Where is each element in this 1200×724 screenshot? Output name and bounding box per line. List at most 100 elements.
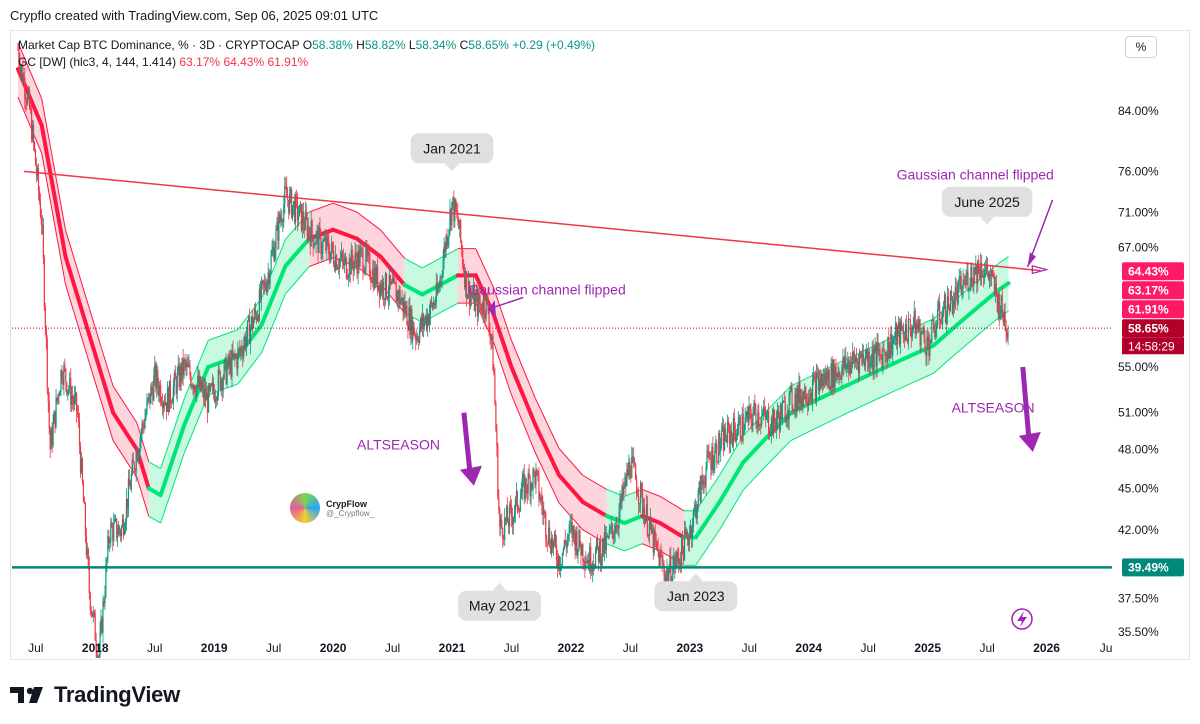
candle-body xyxy=(503,538,505,540)
candle-body xyxy=(226,367,228,384)
candle-body xyxy=(48,401,50,428)
countdown-label: 14:58:29 xyxy=(1128,339,1175,353)
candle-body xyxy=(925,351,927,356)
candle-body xyxy=(390,281,392,285)
candle-body xyxy=(163,402,166,405)
tradingview-footer[interactable]: TradingView xyxy=(10,680,180,710)
candle-body xyxy=(855,358,858,363)
candle-body xyxy=(90,610,92,613)
x-tick-label: Jul xyxy=(28,641,43,655)
candle-body xyxy=(33,142,36,151)
candle-body xyxy=(649,517,651,524)
channel-midline xyxy=(693,500,722,540)
candle-body xyxy=(683,529,686,561)
candle-body xyxy=(410,309,412,335)
candle-body xyxy=(558,556,561,571)
symbol-legend[interactable]: Market Cap BTC Dominance, % · 3D · CRYPT… xyxy=(18,38,595,52)
candle-body xyxy=(392,277,394,284)
candle-body xyxy=(624,476,626,486)
candle-body xyxy=(204,388,206,399)
candle-body xyxy=(698,481,700,490)
candle-body xyxy=(821,374,823,386)
x-tick-label: 2022 xyxy=(558,641,585,655)
candle-body xyxy=(310,220,312,247)
candle-body xyxy=(628,461,630,476)
candle-body xyxy=(23,77,25,83)
channel-midline xyxy=(931,322,960,348)
candle-body xyxy=(929,340,931,357)
candle-body xyxy=(160,384,162,403)
candle-body xyxy=(47,388,49,402)
candle-body xyxy=(322,240,324,251)
candle-body xyxy=(260,281,262,301)
candle-body xyxy=(709,458,711,460)
candle-body xyxy=(275,230,277,250)
candle-body xyxy=(647,535,649,537)
candle-body xyxy=(252,320,255,329)
arrow-head xyxy=(1027,252,1036,267)
candle-body xyxy=(337,267,340,269)
candle-body xyxy=(320,231,322,254)
candle-body xyxy=(146,400,148,414)
candle-body xyxy=(190,375,192,388)
candle-body xyxy=(528,473,530,479)
candle-body xyxy=(165,402,168,412)
indicator-legend[interactable]: GC [DW] (hlc3, 4, 144, 1.414) 63.17% 64.… xyxy=(18,55,308,69)
x-tick-label: 2023 xyxy=(676,641,703,655)
candle-body xyxy=(678,557,680,565)
channel-midline xyxy=(491,312,514,370)
candle-body xyxy=(553,533,556,542)
channel-midline xyxy=(509,365,538,427)
candle-body xyxy=(383,298,386,300)
candle-body xyxy=(31,110,33,141)
candle-body xyxy=(601,538,604,558)
candle-body xyxy=(681,535,684,548)
candle-body xyxy=(664,574,666,584)
channel-midline xyxy=(622,513,645,525)
candle-body xyxy=(268,272,270,284)
candle-body xyxy=(171,402,173,404)
channel-upper-edge xyxy=(208,329,239,341)
candle-body xyxy=(682,547,685,561)
candle-body xyxy=(88,566,90,594)
channel-upper-edge xyxy=(183,340,209,399)
percent-scale-button[interactable]: % xyxy=(1125,36,1157,58)
candle-body xyxy=(142,423,144,426)
candle-body xyxy=(300,203,302,231)
candle-body xyxy=(625,476,627,486)
candle-body xyxy=(825,371,827,385)
candle-body xyxy=(808,397,810,406)
candle-body xyxy=(91,612,93,617)
candle-body xyxy=(203,384,205,399)
candle-body xyxy=(117,534,119,538)
candle-body xyxy=(710,458,712,470)
candle-body xyxy=(858,353,861,373)
candle-body xyxy=(927,336,929,342)
arrow-head xyxy=(1018,431,1041,452)
candle-body xyxy=(214,398,216,402)
candle-body xyxy=(620,497,622,504)
channel-lower-edge xyxy=(790,428,815,441)
candle-body xyxy=(140,433,142,440)
candle-body xyxy=(978,260,980,274)
x-tick-label: 2018 xyxy=(82,641,109,655)
channel-lower-edge xyxy=(885,383,911,396)
candle-body xyxy=(545,513,547,538)
candle-body xyxy=(289,193,291,214)
candle-body xyxy=(780,404,782,421)
candle-body xyxy=(224,357,226,362)
candle-body xyxy=(735,436,737,441)
trendline-end-marker xyxy=(1031,265,1049,275)
candle-body xyxy=(200,376,202,391)
candle-body xyxy=(419,329,421,343)
candle-body xyxy=(771,417,774,435)
candle-body xyxy=(488,311,490,331)
candle-body xyxy=(793,409,795,411)
candle-body xyxy=(99,631,101,656)
candle-body xyxy=(330,251,332,262)
candle-body xyxy=(86,549,88,555)
candle-body xyxy=(893,338,895,341)
candle-body xyxy=(336,267,339,270)
candle-body xyxy=(347,276,349,279)
